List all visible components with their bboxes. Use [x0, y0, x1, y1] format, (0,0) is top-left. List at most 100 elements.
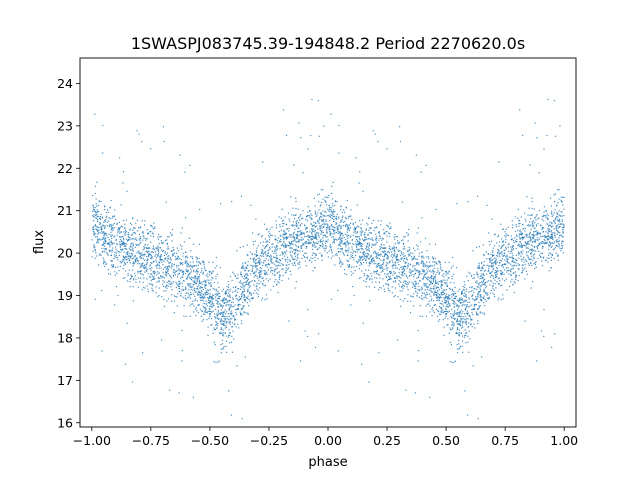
data-point [452, 300, 454, 302]
data-point [426, 297, 428, 299]
data-point [139, 243, 141, 245]
data-point [189, 278, 192, 280]
data-point [499, 259, 501, 262]
data-point [454, 301, 456, 303]
data-point [259, 275, 261, 277]
data-point [454, 297, 456, 299]
data-point [184, 171, 186, 173]
data-point [397, 296, 399, 298]
data-point [190, 288, 192, 290]
data-point [505, 228, 507, 230]
data-point [292, 221, 295, 223]
data-point [451, 296, 453, 298]
data-point [300, 245, 302, 248]
data-point [123, 264, 125, 266]
data-point [140, 257, 142, 259]
data-point [502, 240, 504, 242]
data-point [146, 260, 148, 262]
data-point [171, 255, 174, 257]
data-point [465, 304, 467, 306]
data-point [280, 238, 282, 241]
data-point [369, 300, 371, 302]
data-point [340, 265, 342, 268]
data-point [382, 278, 384, 280]
data-point [120, 231, 122, 234]
data-point [441, 281, 443, 283]
data-point [160, 339, 163, 341]
data-point [279, 262, 281, 264]
data-point [378, 352, 380, 354]
data-point [543, 335, 545, 338]
data-point [334, 204, 336, 207]
data-point [362, 219, 364, 221]
data-point [560, 196, 562, 198]
data-point [260, 273, 262, 275]
data-point [300, 137, 302, 139]
data-point [418, 255, 420, 257]
data-point [385, 275, 387, 278]
data-point [95, 228, 97, 230]
data-point [552, 248, 555, 251]
data-point [425, 164, 427, 166]
data-point [499, 285, 501, 287]
data-point [560, 248, 562, 250]
data-point [375, 255, 378, 257]
data-point [300, 218, 303, 220]
data-point [292, 243, 294, 245]
data-point [241, 314, 243, 316]
data-point [486, 292, 488, 294]
data-point [362, 240, 365, 242]
data-point [139, 227, 141, 229]
data-point [151, 267, 153, 269]
data-point [180, 292, 182, 295]
data-point [288, 263, 290, 266]
data-point [165, 290, 167, 292]
data-point [445, 313, 447, 315]
data-point [200, 297, 202, 299]
data-point [319, 215, 322, 217]
data-point [384, 250, 386, 253]
data-point [296, 225, 298, 228]
data-point [192, 243, 195, 245]
data-point [550, 246, 552, 249]
data-point [310, 218, 312, 220]
data-point [391, 248, 393, 250]
data-point [432, 279, 434, 281]
data-point [299, 261, 301, 263]
data-point [125, 247, 127, 250]
data-point [518, 234, 520, 236]
data-point [355, 265, 358, 268]
data-point [236, 250, 238, 252]
data-point [319, 226, 321, 228]
data-point [373, 243, 375, 246]
data-point [93, 234, 95, 236]
data-point [372, 258, 374, 260]
data-point [554, 232, 556, 234]
data-point [419, 272, 421, 274]
data-point [414, 281, 416, 283]
data-point [159, 256, 161, 258]
data-point [141, 263, 143, 265]
data-point [481, 262, 483, 264]
data-point [440, 292, 442, 294]
data-point [312, 252, 314, 254]
data-point [425, 272, 427, 275]
data-point [426, 288, 428, 290]
data-point [180, 269, 183, 272]
data-point [101, 216, 104, 218]
data-point [491, 259, 493, 261]
data-point [190, 303, 192, 305]
data-point [97, 238, 100, 241]
data-point [139, 240, 141, 242]
data-point [452, 265, 454, 267]
data-point [234, 323, 236, 325]
data-point [367, 238, 369, 240]
data-point [429, 277, 432, 279]
data-point [220, 352, 222, 354]
data-point [436, 297, 438, 299]
data-point [142, 281, 144, 283]
data-point [208, 282, 210, 285]
data-point [148, 252, 150, 255]
data-point [455, 331, 457, 333]
data-point [175, 259, 177, 261]
